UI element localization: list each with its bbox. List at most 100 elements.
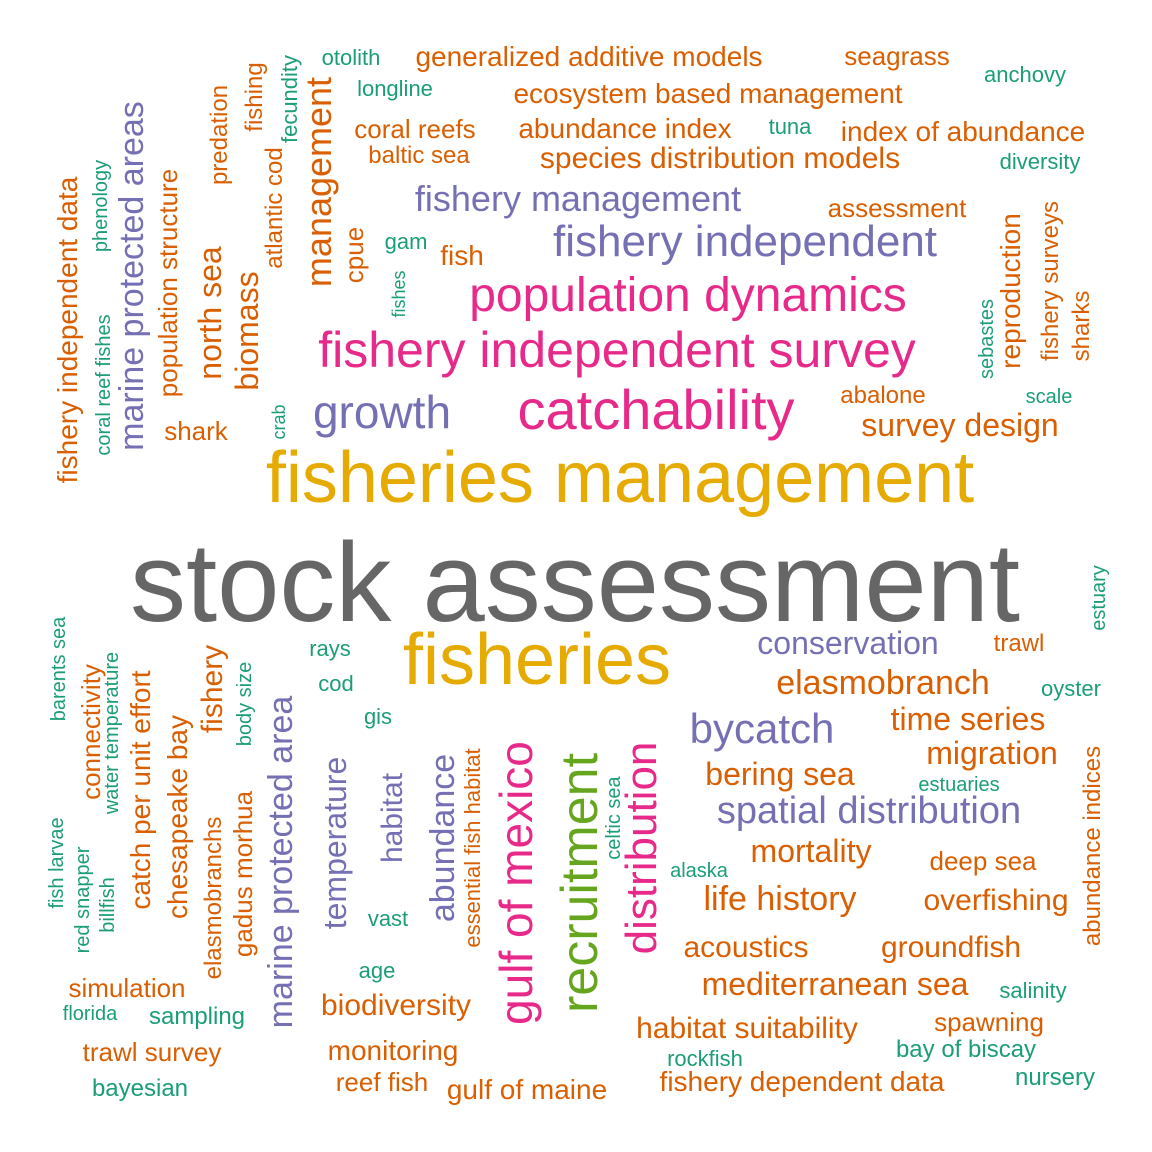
word-seagrass: seagrass <box>844 41 950 71</box>
word-fish: fish <box>440 240 484 271</box>
word-fish-larvae: fish larvae <box>46 817 68 909</box>
word-salinity: salinity <box>999 978 1067 1003</box>
word-generalized-additive-models: generalized additive models <box>415 41 763 72</box>
word-fecundity: fecundity <box>277 54 302 144</box>
word-mortality: mortality <box>750 833 872 869</box>
word-fishery-management: fishery management <box>414 178 742 219</box>
word-biomass: biomass <box>229 271 265 391</box>
word-conservation: conservation <box>757 625 939 661</box>
word-monitoring: monitoring <box>327 1035 459 1066</box>
word-overfishing: overfishing <box>923 884 1069 917</box>
word-celtic-sea: celtic sea <box>603 776 625 860</box>
word-shark: shark <box>164 416 228 446</box>
word-fishery-independent-data: fishery independent data <box>52 176 83 484</box>
word-species-distribution-models: species distribution models <box>539 142 901 175</box>
word-atlantic-cod: atlantic cod <box>261 147 288 269</box>
word-fishery-dependent-data: fishery dependent data <box>659 1066 945 1097</box>
word-assessment: assessment <box>827 193 967 223</box>
word-life-history: life history <box>703 880 857 918</box>
word-catchability: catchability <box>517 378 795 441</box>
word-nursery: nursery <box>1014 1064 1096 1091</box>
word-bay-of-biscay: bay of biscay <box>895 1036 1037 1063</box>
word-predation: predation <box>206 84 233 186</box>
word-population-structure: population structure <box>153 168 183 398</box>
word-habitat: habitat <box>376 772 409 864</box>
word-stock-assessment: stock assessment <box>129 520 1021 645</box>
word-deep-sea: deep sea <box>929 846 1037 876</box>
word-otolith: otolith <box>321 45 381 70</box>
word-water-temperature: water temperature <box>101 651 123 815</box>
word-bering-sea: bering sea <box>705 756 855 792</box>
word-migration: migration <box>926 735 1058 771</box>
word-sharks: sharks <box>1068 290 1095 362</box>
word-fishing: fishing <box>241 62 268 132</box>
word-alaska: alaska <box>670 860 728 882</box>
word-elasmobranchs: elasmobranchs <box>200 816 227 980</box>
word-longline: longline <box>357 76 433 101</box>
word-chesapeake-bay: chesapeake bay <box>162 715 193 919</box>
word-spatial-distribution: spatial distribution <box>716 790 1022 832</box>
word-time-series: time series <box>890 701 1046 737</box>
word-trawl-survey: trawl survey <box>82 1037 222 1067</box>
word-sampling: sampling <box>148 1003 246 1030</box>
word-survey-design: survey design <box>861 407 1059 443</box>
word-diversity: diversity <box>999 149 1081 174</box>
word-fishery-independent: fishery independent <box>552 217 938 266</box>
word-vast: vast <box>367 906 409 931</box>
word-marine-protected-areas: marine protected areas <box>113 101 151 451</box>
word-tuna: tuna <box>768 114 812 139</box>
word-red-snapper: red snapper <box>72 846 94 954</box>
word-rockfish: rockfish <box>667 1046 743 1071</box>
word-billfish: billfish <box>97 877 119 933</box>
word-elasmobranch: elasmobranch <box>776 664 990 702</box>
word-habitat-suitability: habitat suitability <box>636 1012 858 1045</box>
word-marine-protected-area: marine protected area <box>262 695 300 1029</box>
word-distribution: distribution <box>617 741 666 955</box>
word-reef-fish: reef fish <box>335 1067 429 1097</box>
word-fishery: fishery <box>196 644 229 734</box>
word-fisheries: fisheries <box>402 620 672 700</box>
word-essential-fish-habitat: essential fish habitat <box>460 748 485 948</box>
word-oyster: oyster <box>1041 676 1101 701</box>
word-index-of-abundance: index of abundance <box>840 116 1086 147</box>
word-ecosystem-based-management: ecosystem based management <box>513 78 903 109</box>
word-north-sea: north sea <box>192 246 228 380</box>
word-abundance-index: abundance index <box>518 113 732 144</box>
word-phenology: phenology <box>90 159 112 253</box>
word-cod: cod <box>318 671 354 696</box>
word-bycatch: bycatch <box>689 705 835 752</box>
word-trawl: trawl <box>993 630 1045 657</box>
word-gulf-of-mexico: gulf of mexico <box>490 741 542 1025</box>
word-sebastes: sebastes <box>976 298 998 380</box>
word-groundfish: groundfish <box>880 931 1022 964</box>
word-estuaries: estuaries <box>918 774 1000 796</box>
word-cpue: cpue <box>339 226 369 284</box>
word-coral-reef-fishes: coral reef fishes <box>93 314 115 456</box>
word-estuary: estuary <box>1088 565 1110 631</box>
word-crab: crab <box>269 404 289 440</box>
word-scale: scale <box>1025 386 1073 408</box>
word-abalone: abalone <box>840 382 926 409</box>
word-growth: growth <box>312 386 452 438</box>
word-anchovy: anchovy <box>984 62 1066 87</box>
word-coral-reefs: coral reefs <box>354 114 476 144</box>
word-mediterranean-sea: mediterranean sea <box>701 966 969 1002</box>
word-fishery-surveys: fishery surveys <box>1037 200 1064 362</box>
word-abundance-indices: abundance indices <box>1079 745 1106 947</box>
word-barents-sea: barents sea <box>48 616 70 722</box>
word-spawning: spawning <box>934 1007 1044 1037</box>
word-temperature: temperature <box>317 756 353 930</box>
word-fishery-independent-survey: fishery independent survey <box>318 322 916 378</box>
word-biodiversity: biodiversity <box>320 989 472 1022</box>
word-bayesian: bayesian <box>91 1075 189 1102</box>
word-reproduction: reproduction <box>995 213 1026 369</box>
word-abundance: abundance <box>424 753 462 923</box>
word-recruitment: recruitment <box>551 752 609 1014</box>
word-gulf-of-maine: gulf of maine <box>446 1074 608 1105</box>
word-population-dynamics: population dynamics <box>469 269 907 322</box>
word-age: age <box>358 958 396 983</box>
word-florida: florida <box>62 1003 118 1025</box>
word-body-size: body size <box>234 661 256 747</box>
word-gis: gis <box>363 704 393 729</box>
